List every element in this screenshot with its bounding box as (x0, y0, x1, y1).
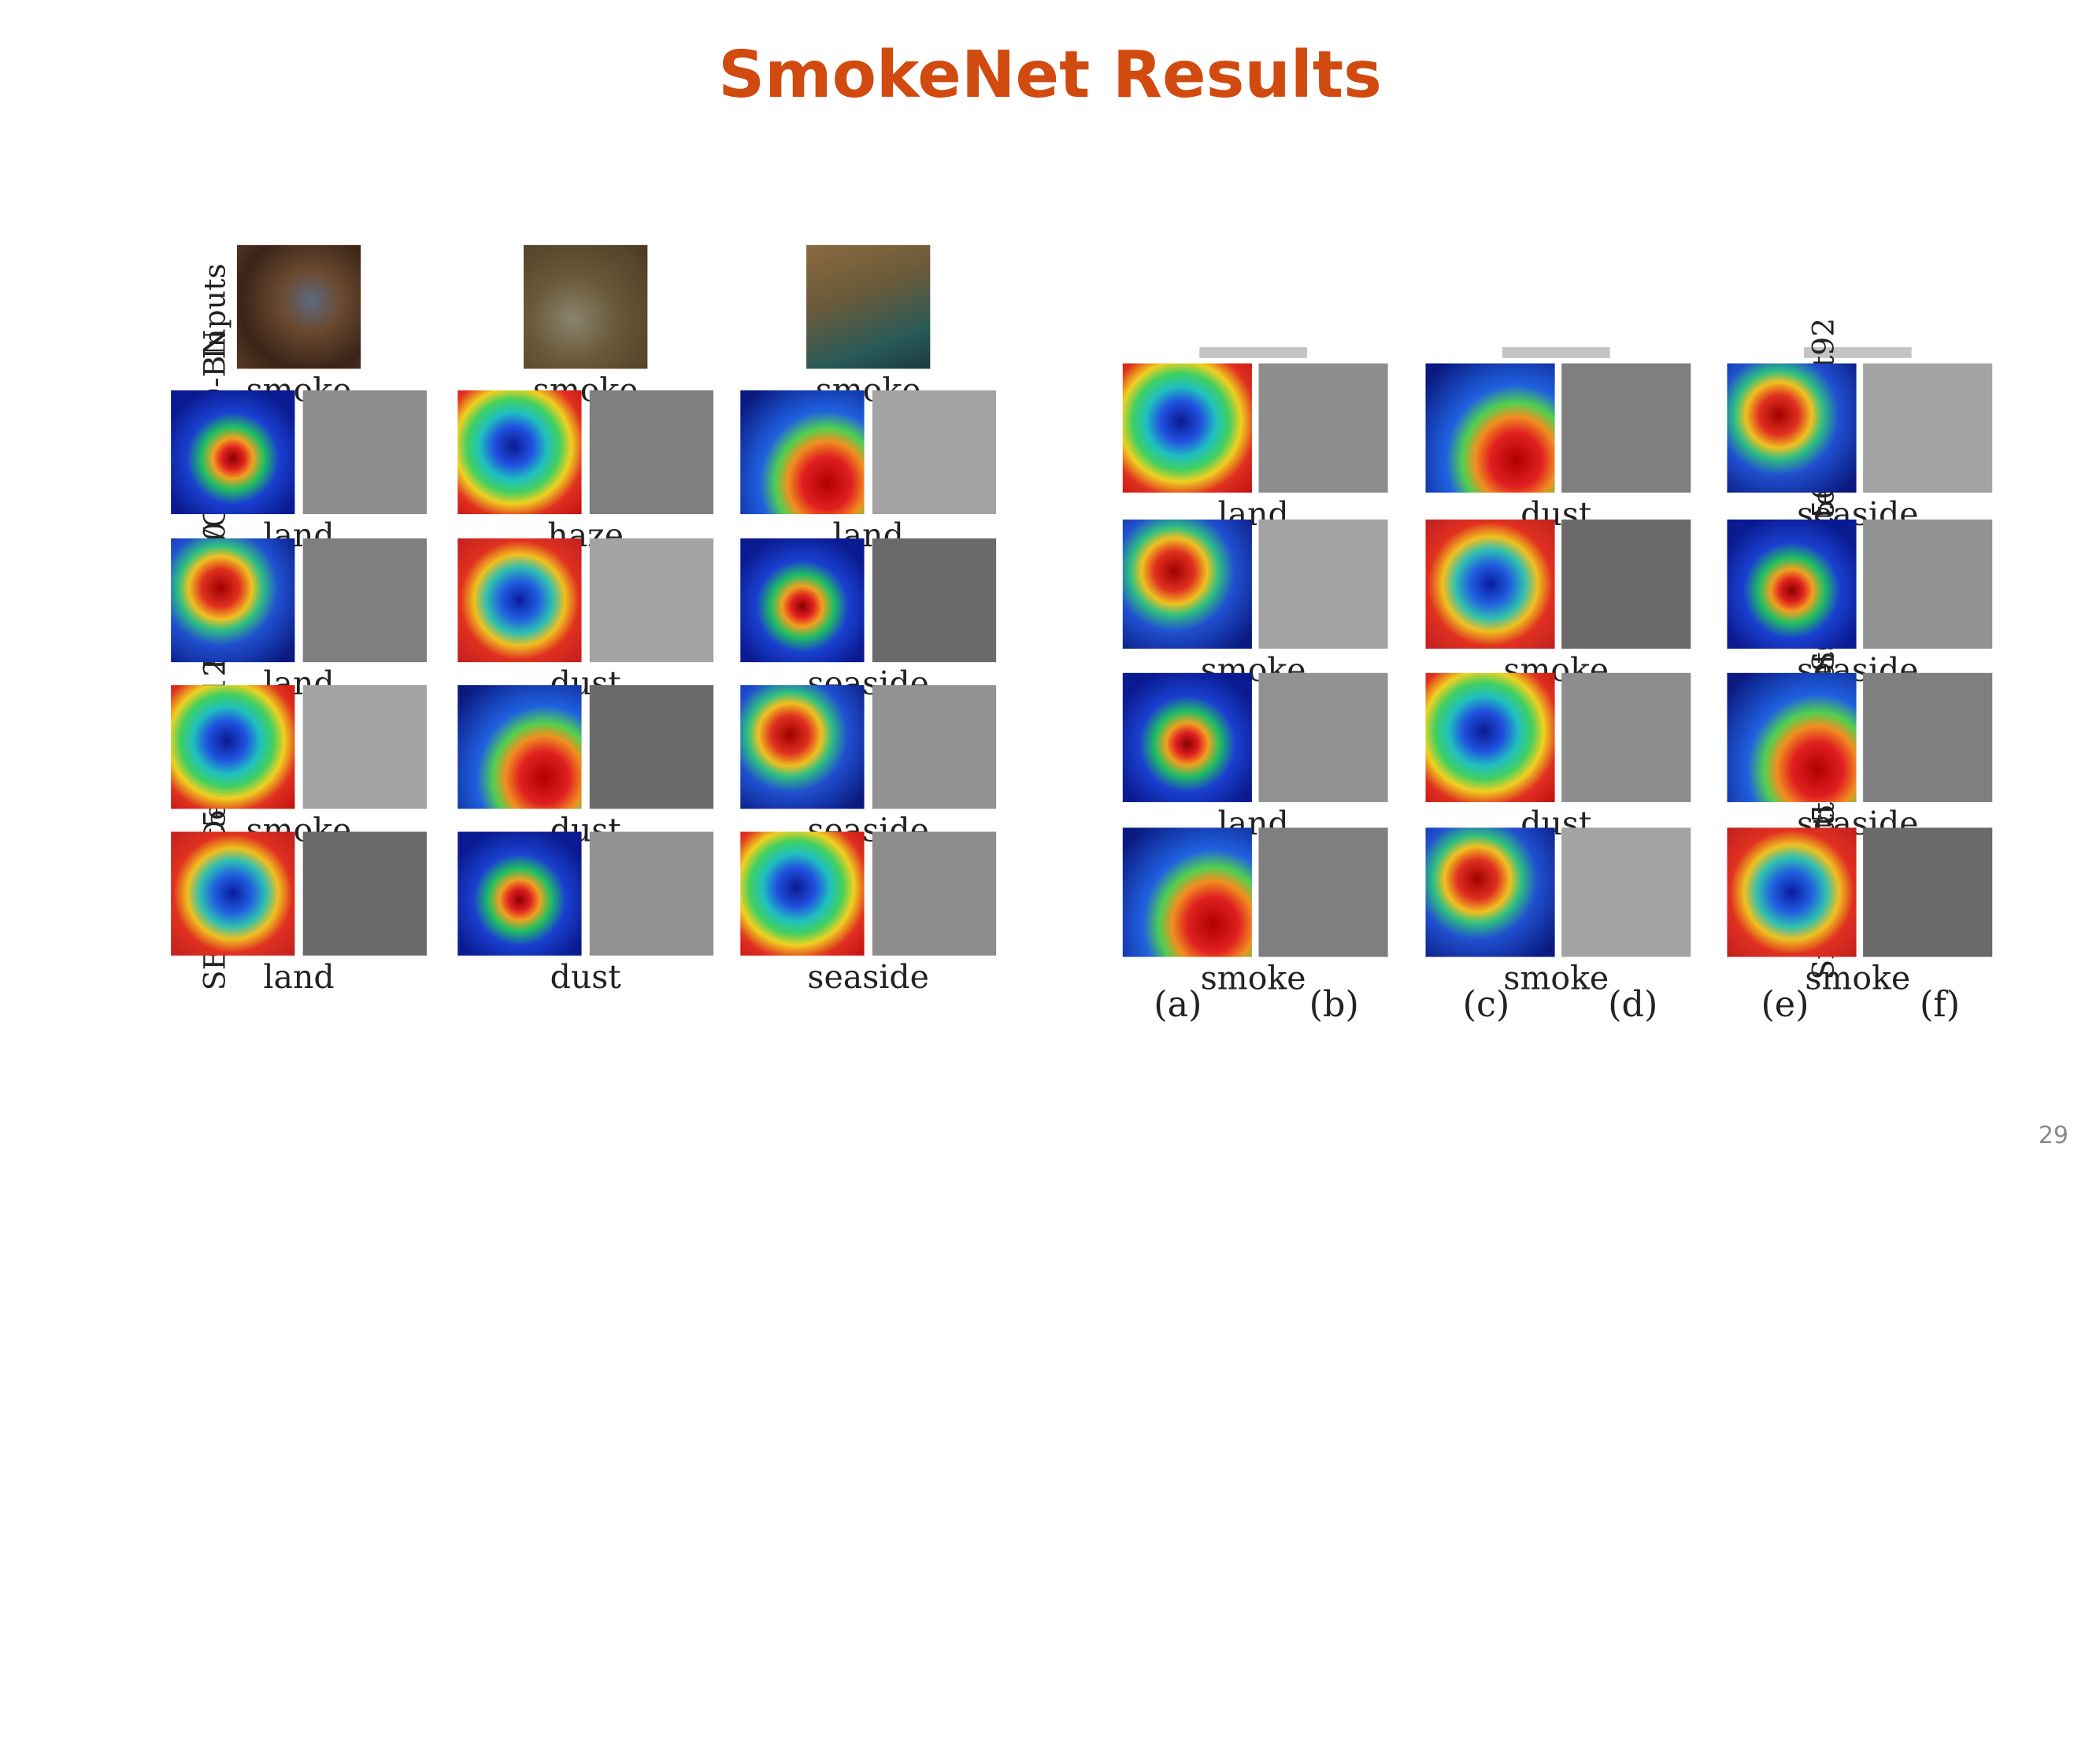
gradient-image (1863, 363, 1993, 493)
slide-title: SmokeNet Results (718, 38, 1382, 113)
gradient-image (1258, 827, 1388, 957)
prediction-label: dust (550, 958, 621, 997)
column-label: (a) (1154, 985, 1202, 1026)
gradient-image (302, 538, 427, 663)
heatmap-image (740, 390, 865, 515)
gradient-image (1258, 363, 1388, 493)
gradient-image (872, 390, 997, 515)
heatmap-image (457, 831, 582, 956)
gradient-image (1863, 519, 1993, 649)
gradient-image (302, 685, 427, 809)
page-number: 29 (2038, 1122, 2069, 1149)
heatmap-image (1425, 827, 1555, 957)
gradient-image (1258, 519, 1388, 649)
gradient-image (589, 685, 714, 809)
heatmap-image (171, 831, 295, 956)
heatmap-image (171, 390, 295, 515)
prediction-label: land (263, 958, 335, 997)
column-label: (b) (1309, 985, 1359, 1026)
cropped-top-label (1199, 347, 1308, 358)
heatmap-image (457, 390, 582, 515)
gradient-image (589, 538, 714, 663)
gradient-image (872, 538, 997, 663)
gradient-image (1561, 363, 1691, 493)
gradient-image (589, 831, 714, 956)
heatmap-image (171, 538, 295, 663)
heatmap-image (1727, 363, 1857, 493)
gradient-image (589, 390, 714, 515)
heatmap-image (1727, 827, 1857, 957)
heatmap-image (740, 831, 865, 956)
gradient-image (302, 831, 427, 956)
column-label: (f) (1919, 985, 1961, 1026)
prediction-label: smoke (1805, 959, 1911, 997)
heatmap-image (457, 685, 582, 809)
gradient-image (1258, 672, 1388, 802)
prediction-label: seaside (807, 958, 929, 997)
heatmap-image (171, 685, 295, 809)
cropped-top-label (1502, 347, 1610, 358)
heatmap-image (1122, 519, 1252, 649)
gradient-image (1561, 519, 1691, 649)
prediction-label: smoke (1503, 959, 1609, 997)
heatmap-image (1122, 363, 1252, 493)
gradient-image (1863, 827, 1993, 957)
input-image (806, 245, 931, 369)
heatmap-image (1122, 827, 1252, 957)
gradient-image (1863, 672, 1993, 802)
left-figure: InputsVGGNet19-BNResNet50DenseNet121SE-R… (171, 245, 997, 997)
heatmap-image (1425, 363, 1555, 493)
column-label: (c) (1462, 985, 1510, 1026)
heatmap-image (457, 538, 582, 663)
heatmap-image (1727, 672, 1857, 802)
gradient-image (1561, 827, 1691, 957)
input-image (236, 245, 361, 369)
heatmap-image (1122, 672, 1252, 802)
cropped-top-label (1803, 347, 1912, 358)
gradient-image (302, 390, 427, 515)
prediction-label: smoke (1200, 959, 1306, 997)
heatmap-image (740, 685, 865, 809)
gradient-image (872, 685, 997, 809)
column-label: (d) (1608, 985, 1658, 1026)
heatmap-image (740, 538, 865, 663)
heatmap-image (1425, 672, 1555, 802)
gradient-image (1561, 672, 1691, 802)
gradient-image (872, 831, 997, 956)
input-image (524, 245, 648, 369)
heatmap-image (1425, 519, 1555, 649)
column-label: (e) (1761, 985, 1809, 1026)
heatmap-image (1727, 519, 1857, 649)
